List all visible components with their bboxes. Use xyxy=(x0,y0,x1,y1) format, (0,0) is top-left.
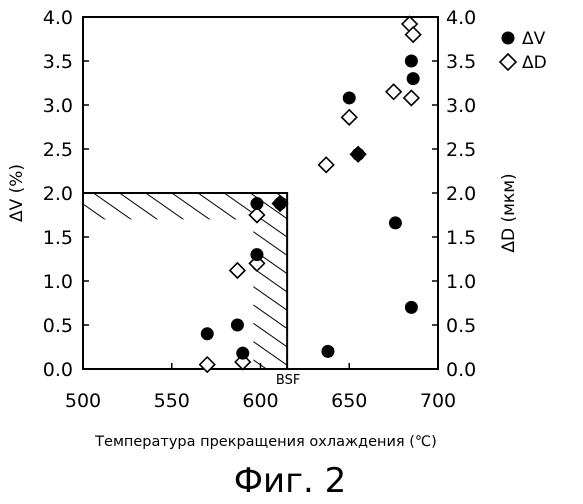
data-point-dv xyxy=(201,327,214,340)
y-right-tick-label: 1.5 xyxy=(446,227,476,249)
y-left-tick-label: 4.0 xyxy=(43,7,73,29)
y-left-tick-label: 1.5 xyxy=(43,227,73,249)
data-point-dd xyxy=(319,157,334,172)
x-tick-label: 700 xyxy=(420,390,456,412)
y-axis-right-title: ΔD (мкм) xyxy=(499,173,519,252)
y-right-tick-label: 0.5 xyxy=(446,315,476,337)
data-point-dv xyxy=(405,55,418,68)
data-point-dd xyxy=(230,263,245,278)
y-right-tick-label: 3.0 xyxy=(446,95,476,117)
data-point-dv xyxy=(389,216,402,229)
legend-label-dd: ΔD xyxy=(522,53,547,73)
x-axis-title: Температура прекращения охлаждения (℃) xyxy=(94,434,437,450)
y-right-tick-label: 2.5 xyxy=(446,139,476,161)
data-point-dv xyxy=(250,248,263,261)
data-point-dv xyxy=(321,345,334,358)
x-tick-label: 500 xyxy=(65,390,101,412)
x-tick-label: 650 xyxy=(331,390,367,412)
y-right-tick-label: 3.5 xyxy=(446,51,476,73)
y-left-tick-label: 0.0 xyxy=(43,359,73,381)
y-left-tick-label: 2.0 xyxy=(43,183,73,205)
y-right-tick-label: 2.0 xyxy=(446,183,476,205)
y-left-tick-label: 1.0 xyxy=(43,271,73,293)
y-left-tick-label: 3.5 xyxy=(43,51,73,73)
y-left-tick-label: 2.5 xyxy=(43,139,73,161)
data-point-dv xyxy=(236,347,249,360)
data-point-dv xyxy=(274,197,287,210)
data-point-dv xyxy=(231,319,244,332)
annotations: BSF xyxy=(276,373,300,388)
data-point-dv xyxy=(405,301,418,314)
data-point-dd xyxy=(342,110,357,125)
legend-marker-dd xyxy=(500,54,516,70)
legend: ΔV ΔD xyxy=(500,29,547,73)
y-right-tick-label: 4.0 xyxy=(446,7,476,29)
data-point-dd xyxy=(386,84,401,99)
annotation-bsf: BSF xyxy=(276,373,300,388)
y-right-tick-label: 1.0 xyxy=(446,271,476,293)
data-point-dv xyxy=(250,197,263,210)
y-left-tick-label: 0.5 xyxy=(43,315,73,337)
y-left-tick-label: 3.0 xyxy=(43,95,73,117)
y-right-tick-label: 0.0 xyxy=(446,359,476,381)
data-point-dv xyxy=(343,91,356,104)
y-axis-left-title: ΔV (%) xyxy=(7,164,27,222)
x-tick-label: 600 xyxy=(242,390,278,412)
legend-marker-dv xyxy=(502,32,515,45)
legend-label-dv: ΔV xyxy=(522,29,546,49)
data-point-dv xyxy=(407,72,420,85)
data-point-dd xyxy=(404,90,419,105)
figure-caption: Фиг. 2 xyxy=(234,461,346,500)
data-point-dv xyxy=(352,148,365,161)
x-tick-label: 550 xyxy=(154,390,190,412)
